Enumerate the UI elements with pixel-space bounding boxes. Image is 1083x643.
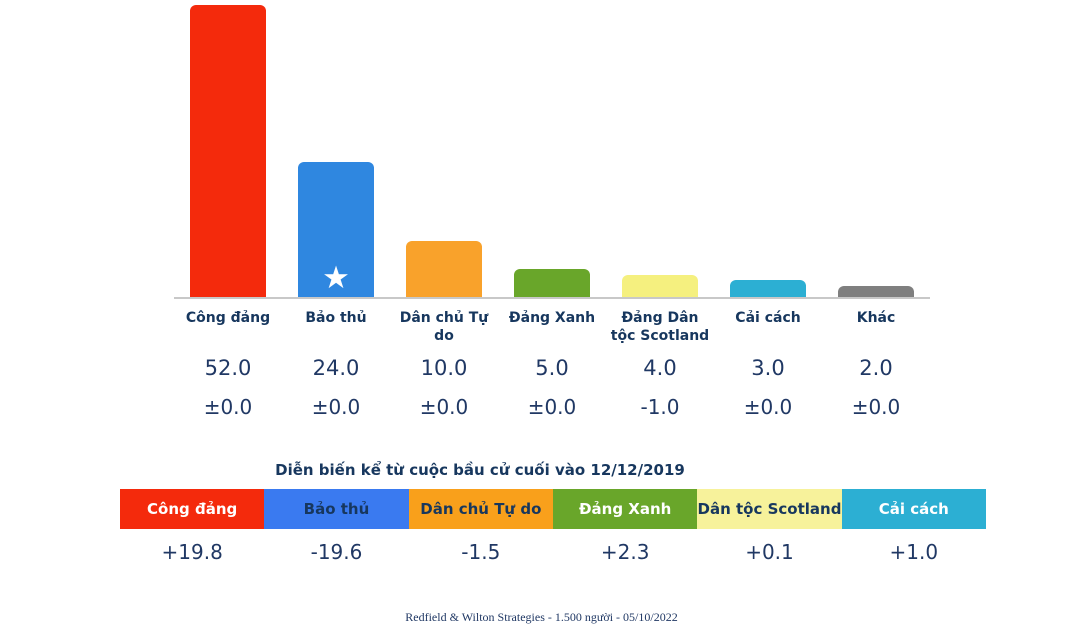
party-change-box: Cải cách <box>841 489 986 529</box>
party-label: Đảng Xanh <box>508 310 596 326</box>
party-label: Dân chủ Tự do <box>399 310 489 344</box>
poll-bar: ★ <box>838 286 914 297</box>
bar-column: ★ Đảng Xanh 5.0 ±0.0 <box>498 5 606 419</box>
since-election-column: Cải cách +1.0 <box>841 489 986 564</box>
star-icon: ★ <box>322 260 350 296</box>
poll-value: 3.0 <box>751 356 785 380</box>
change-value: +0.1 <box>745 540 794 564</box>
poll-change: -1.0 <box>640 395 680 419</box>
poll-change: ±0.0 <box>851 395 901 419</box>
bar-area: ★ <box>714 5 822 299</box>
since-election-column: Dân tộc Scotland +0.1 <box>697 489 842 564</box>
since-election-column: Dân chủ Tự do -1.5 <box>408 489 553 564</box>
party-label: Đảng Dân tộc Scotland <box>610 310 710 344</box>
party-change-box: Đảng Xanh <box>552 489 698 529</box>
poll-bar: ★ <box>406 241 482 297</box>
bar-area: ★ <box>282 5 390 299</box>
change-value: +2.3 <box>600 540 650 564</box>
poll-bar: ★ <box>190 5 266 297</box>
poll-change: ±0.0 <box>419 395 469 419</box>
poll-value: 52.0 <box>204 356 252 380</box>
since-election-column: Bảo thủ -19.6 <box>264 489 409 564</box>
change-value: +1.0 <box>889 540 939 564</box>
change-value: -19.6 <box>310 540 363 564</box>
since-election-column: Công đảng +19.8 <box>120 489 265 564</box>
bar-column: ★ Cải cách 3.0 ±0.0 <box>714 5 822 419</box>
poll-value: 5.0 <box>535 356 569 380</box>
bar-area: ★ <box>822 5 930 299</box>
poll-value: 24.0 <box>312 356 360 380</box>
since-election-row: Công đảng +19.8 Bảo thủ -19.6 Dân chủ Tự… <box>120 489 986 564</box>
bar-area: ★ <box>390 5 498 299</box>
poll-value: 10.0 <box>420 356 468 380</box>
party-label: Khác <box>856 310 896 326</box>
bar-column: ★ Đảng Dân tộc Scotland 4.0 -1.0 <box>606 5 714 419</box>
bar-area: ★ <box>498 5 606 299</box>
party-label: Cải cách <box>735 310 801 326</box>
poll-value: 2.0 <box>859 356 893 380</box>
party-label: Công đảng <box>185 310 271 326</box>
bar-area: ★ <box>606 5 714 299</box>
party-label: Bảo thủ <box>305 310 367 326</box>
party-change-box: Dân chủ Tự do <box>408 489 553 529</box>
change-value: +19.8 <box>161 540 223 564</box>
poll-change: ±0.0 <box>311 395 361 419</box>
poll-change: ±0.0 <box>527 395 577 419</box>
bar-column: ★ Khác 2.0 ±0.0 <box>822 5 930 419</box>
poll-bar: ★ <box>514 269 590 297</box>
poll-change: ±0.0 <box>743 395 793 419</box>
bar-area: ★ <box>174 5 282 299</box>
poll-change: ±0.0 <box>203 395 253 419</box>
party-change-box: Bảo thủ <box>264 489 409 529</box>
bar-column: ★ Bảo thủ 24.0 ±0.0 <box>282 5 390 419</box>
poll-bar: ★ <box>730 280 806 297</box>
poll-bar-chart: ★ Công đảng 52.0 ±0.0 ★ Bảo thủ 24.0 ±0.… <box>174 5 932 419</box>
change-value: -1.5 <box>461 540 501 564</box>
bar-column: ★ Công đảng 52.0 ±0.0 <box>174 5 282 419</box>
poll-bar: ★ <box>622 275 698 297</box>
poll-value: 4.0 <box>643 356 677 380</box>
source-attribution: Redfield & Wilton Strategies - 1.500 ngư… <box>405 610 678 624</box>
since-election-title: Diễn biến kể từ cuộc bầu cử cuối vào 12/… <box>275 461 685 479</box>
poll-bar: ★ <box>298 162 374 297</box>
party-change-box: Công đảng <box>120 489 265 529</box>
party-change-box: Dân tộc Scotland <box>697 489 842 529</box>
bar-column: ★ Dân chủ Tự do 10.0 ±0.0 <box>390 5 498 419</box>
since-election-column: Đảng Xanh +2.3 <box>552 489 698 564</box>
